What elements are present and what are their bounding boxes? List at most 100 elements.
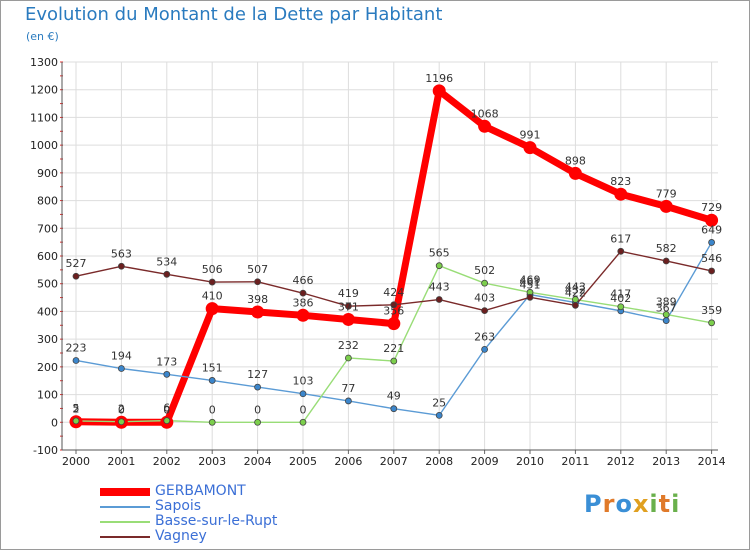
data-label: 0	[209, 403, 216, 416]
legend-swatch	[100, 506, 150, 508]
data-point	[705, 213, 719, 227]
data-label: 506	[202, 263, 223, 276]
y-tick-label: 1200	[30, 84, 58, 97]
data-label: 49	[387, 390, 401, 403]
data-label: 432	[565, 284, 586, 297]
x-tick-label: 2008	[425, 455, 453, 468]
data-label: 5	[73, 402, 80, 415]
data-label: 1068	[471, 107, 499, 120]
data-label: 991	[520, 129, 541, 142]
data-point	[163, 417, 171, 425]
x-tick-label: 2007	[380, 455, 408, 468]
data-label: 223	[66, 341, 87, 354]
data-point	[662, 257, 670, 265]
y-tick-label: 400	[37, 305, 58, 318]
data-label: 263	[474, 330, 495, 343]
y-tick-label: 1100	[30, 111, 58, 124]
x-tick-label: 2013	[652, 455, 680, 468]
data-label: 424	[383, 286, 404, 299]
data-point	[296, 308, 310, 322]
data-point	[208, 418, 216, 426]
y-tick-label: 900	[37, 167, 58, 180]
legend-label: GERBAMONT	[155, 483, 246, 499]
data-label: 173	[156, 355, 177, 368]
data-label: 417	[610, 288, 631, 301]
data-point	[72, 272, 80, 280]
data-label: 443	[429, 281, 450, 294]
data-point	[435, 411, 443, 419]
data-label: 402	[610, 292, 631, 305]
y-tick-label: -100	[33, 444, 58, 457]
data-label: 2	[118, 403, 125, 416]
y-tick-label: 0	[51, 416, 58, 429]
data-label: 422	[565, 286, 586, 299]
data-label: 0	[163, 403, 170, 416]
y-tick-label: 500	[37, 278, 58, 291]
data-label: 359	[701, 304, 722, 317]
x-tick-label: 2012	[607, 455, 635, 468]
legend-label: Sapois	[155, 498, 202, 514]
x-tick-label: 2011	[561, 455, 589, 468]
data-point	[118, 418, 125, 426]
data-label: 502	[474, 264, 495, 277]
data-label: 232	[338, 339, 359, 352]
y-tick-label: 100	[37, 389, 58, 402]
x-axis: 2000 2001 2002 2003 2004 2005 2006 2007 2008 2009…	[62, 449, 726, 468]
data-point	[163, 370, 171, 378]
data-label: 466	[293, 274, 314, 287]
data-point	[708, 267, 715, 275]
y-axis: -100 0 100 200 300 400 500 600 700 800 900 1000 1100…	[30, 56, 63, 457]
legend-item: Sapois	[100, 498, 360, 514]
data-point	[432, 84, 446, 98]
logo-letter: i	[649, 490, 659, 518]
data-point	[481, 307, 489, 314]
series-group	[69, 84, 719, 429]
data-label: 398	[247, 293, 268, 306]
proxiti-logo: Proxiti	[584, 490, 680, 518]
x-tick-label: 2010	[516, 455, 544, 468]
data-label: 356	[383, 305, 404, 318]
logo-letter: i	[671, 490, 681, 518]
data-label: 582	[656, 242, 677, 255]
data-label: 194	[111, 350, 132, 363]
data-point	[481, 279, 489, 287]
data-label: 403	[474, 292, 495, 305]
legend-item: Basse-sur-le-Rupt	[100, 513, 360, 529]
data-point	[481, 345, 489, 353]
data-label: 469	[520, 273, 541, 286]
data-label: 507	[247, 263, 268, 276]
data-point	[614, 187, 628, 201]
data-point	[118, 262, 125, 270]
data-point	[387, 317, 401, 331]
data-label: 0	[300, 403, 307, 416]
x-tick-label: 2006	[334, 455, 362, 468]
x-tick-label: 2014	[698, 455, 726, 468]
data-label: 386	[293, 296, 314, 309]
data-point	[617, 247, 625, 255]
data-label: 25	[432, 396, 446, 409]
x-tick-label: 2002	[153, 455, 181, 468]
data-point	[299, 390, 307, 398]
data-label: 1196	[425, 72, 453, 85]
data-point	[163, 270, 171, 278]
data-point	[390, 405, 398, 413]
y-tick-label: 300	[37, 333, 58, 346]
data-label: 823	[610, 175, 631, 188]
x-tick-label: 2009	[471, 455, 499, 468]
data-label: 443	[565, 281, 586, 294]
data-label: 649	[701, 223, 722, 236]
logo-letter: P	[584, 490, 603, 518]
data-label: 103	[293, 375, 314, 388]
logo-letter: t	[658, 490, 672, 518]
data-label: 451	[520, 278, 541, 291]
data-label: 371	[338, 300, 359, 313]
chart-title: Evolution du Montant de la Dette par Hab…	[25, 4, 443, 25]
data-label: 565	[429, 247, 450, 260]
legend-label: Vagney	[155, 528, 207, 544]
data-point	[344, 397, 352, 405]
data-point	[435, 262, 443, 270]
data-label: 389	[656, 295, 677, 308]
data-point	[344, 354, 352, 362]
